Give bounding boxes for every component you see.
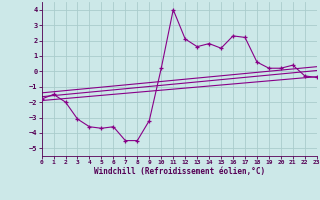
X-axis label: Windchill (Refroidissement éolien,°C): Windchill (Refroidissement éolien,°C): [94, 167, 265, 176]
